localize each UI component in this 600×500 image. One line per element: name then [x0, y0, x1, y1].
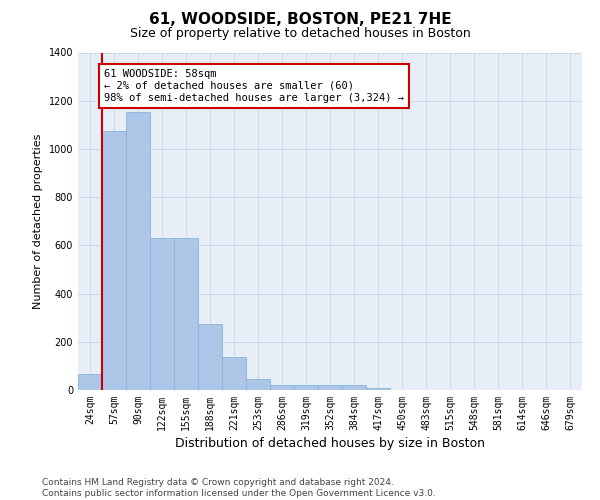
Text: 61 WOODSIDE: 58sqm
← 2% of detached houses are smaller (60)
98% of semi-detached: 61 WOODSIDE: 58sqm ← 2% of detached hous… [104, 70, 404, 102]
X-axis label: Distribution of detached houses by size in Boston: Distribution of detached houses by size … [175, 437, 485, 450]
Bar [318, 385, 342, 390]
Y-axis label: Number of detached properties: Number of detached properties [33, 134, 43, 309]
Bar [366, 388, 390, 390]
Bar [174, 238, 198, 390]
Bar [270, 385, 294, 390]
Bar [126, 112, 150, 390]
Bar [102, 131, 126, 390]
Text: 61, WOODSIDE, BOSTON, PE21 7HE: 61, WOODSIDE, BOSTON, PE21 7HE [149, 12, 451, 28]
Bar [246, 379, 270, 390]
Bar [222, 358, 246, 390]
Text: Contains HM Land Registry data © Crown copyright and database right 2024.
Contai: Contains HM Land Registry data © Crown c… [42, 478, 436, 498]
Bar [294, 385, 318, 390]
Bar [78, 374, 102, 390]
Bar [198, 324, 222, 390]
Text: Size of property relative to detached houses in Boston: Size of property relative to detached ho… [130, 28, 470, 40]
Bar [342, 385, 366, 390]
Bar [150, 238, 174, 390]
